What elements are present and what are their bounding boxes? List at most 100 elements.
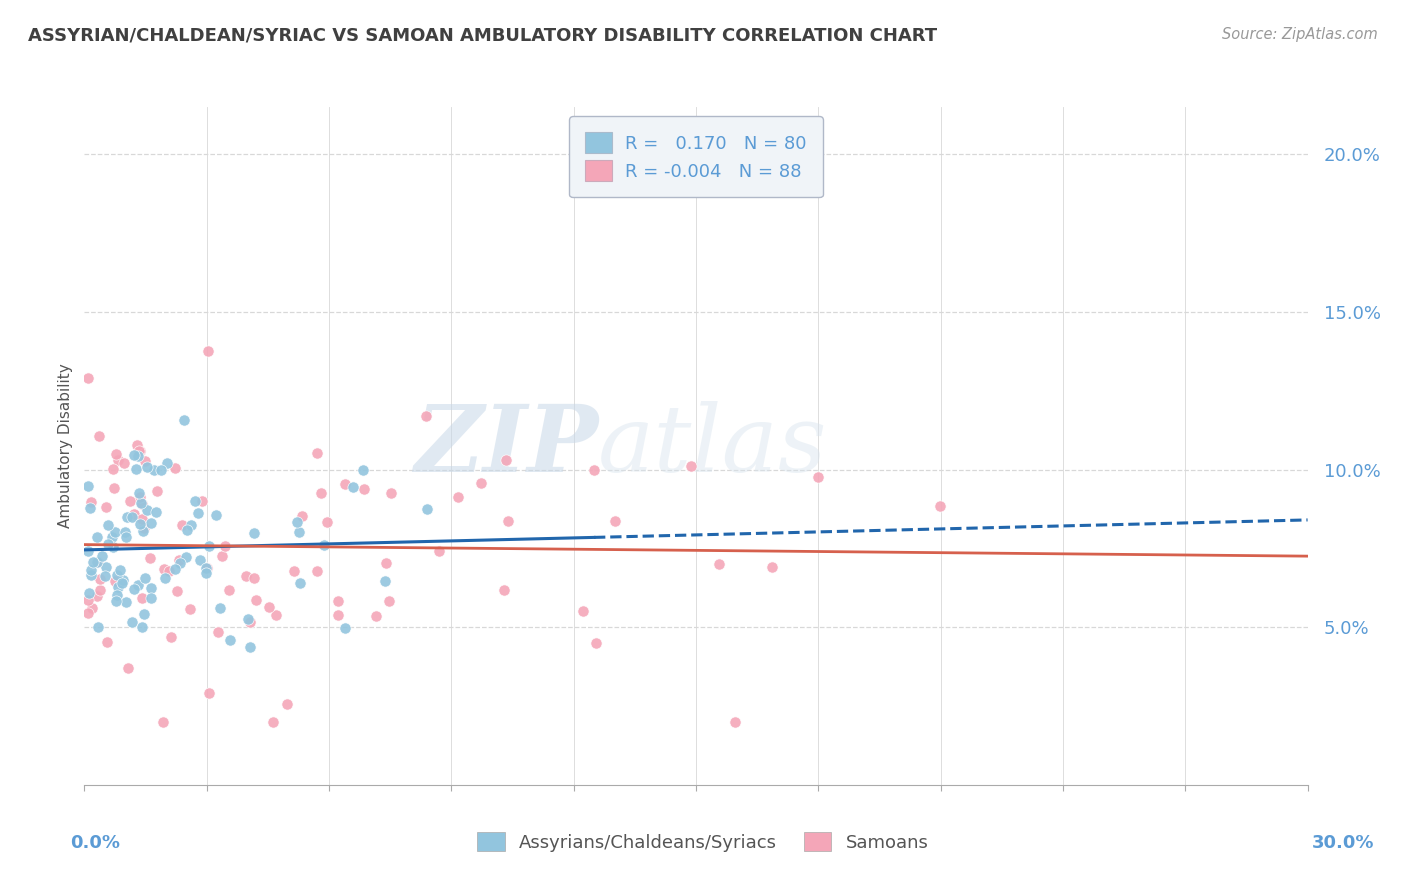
Point — [188, 553, 211, 567]
Point — [149, 462, 172, 476]
Point — [86, 530, 108, 544]
Point — [198, 686, 221, 700]
Point — [380, 486, 402, 500]
Point — [197, 344, 219, 359]
Point — [605, 514, 627, 528]
Point — [288, 576, 311, 591]
Point — [218, 583, 240, 598]
Point — [928, 500, 950, 514]
Point — [127, 578, 149, 592]
Point — [257, 600, 280, 615]
Point — [77, 606, 100, 620]
Point — [107, 453, 129, 467]
Point — [103, 540, 125, 554]
Point — [111, 576, 134, 591]
Legend: R =   0.170   N = 80, R = -0.004   N = 88: R = 0.170 N = 80, R = -0.004 N = 88 — [569, 116, 823, 197]
Point — [125, 438, 148, 452]
Point — [94, 560, 117, 574]
Point — [236, 612, 259, 626]
Point — [194, 560, 217, 574]
Point — [342, 480, 364, 494]
Point — [496, 514, 519, 528]
Point — [135, 460, 157, 475]
Point — [219, 632, 242, 647]
Point — [328, 594, 350, 608]
Point — [571, 604, 593, 618]
Point — [86, 620, 108, 634]
Point — [104, 574, 127, 588]
Point — [245, 593, 267, 607]
Point — [187, 506, 209, 520]
Point — [139, 551, 162, 566]
Point — [120, 494, 142, 508]
Point — [214, 539, 236, 553]
Point — [112, 573, 135, 587]
Point — [166, 583, 188, 598]
Point — [117, 510, 139, 524]
Point — [173, 413, 195, 427]
Point — [184, 494, 207, 508]
Point — [176, 549, 198, 564]
Point — [77, 479, 100, 493]
Point — [96, 634, 118, 648]
Point — [378, 594, 401, 608]
Point — [242, 525, 264, 540]
Text: 30.0%: 30.0% — [1312, 834, 1374, 852]
Point — [135, 503, 157, 517]
Point — [353, 462, 375, 476]
Point — [209, 600, 232, 615]
Point — [115, 530, 138, 544]
Point — [198, 540, 221, 554]
Point — [724, 714, 747, 729]
Point — [142, 463, 165, 477]
Point — [163, 562, 186, 576]
Point — [315, 515, 337, 529]
Point — [108, 563, 131, 577]
Point — [77, 544, 100, 558]
Point — [180, 518, 202, 533]
Point — [79, 501, 101, 516]
Point — [131, 498, 153, 512]
Point — [97, 518, 120, 533]
Point — [495, 452, 517, 467]
Point — [131, 512, 153, 526]
Point — [114, 524, 136, 539]
Point — [242, 571, 264, 585]
Point — [77, 586, 100, 600]
Point — [77, 593, 100, 607]
Point — [585, 636, 607, 650]
Point — [176, 523, 198, 537]
Point — [415, 502, 437, 516]
Point — [87, 429, 110, 443]
Point — [86, 555, 108, 569]
Point — [127, 449, 149, 463]
Point — [132, 520, 155, 534]
Point — [77, 371, 100, 385]
Point — [761, 559, 783, 574]
Point — [134, 453, 156, 467]
Point — [283, 565, 305, 579]
Point — [681, 458, 703, 473]
Point — [131, 591, 153, 606]
Point — [124, 507, 146, 521]
Point — [117, 661, 139, 675]
Point — [139, 582, 162, 596]
Point — [415, 409, 437, 423]
Point — [128, 444, 150, 458]
Point — [139, 516, 162, 531]
Point — [128, 490, 150, 504]
Point — [179, 602, 201, 616]
Point — [263, 714, 285, 729]
Point — [169, 553, 191, 567]
Point — [94, 568, 117, 582]
Point — [264, 607, 287, 622]
Point — [333, 621, 356, 635]
Point — [152, 714, 174, 729]
Point — [131, 619, 153, 633]
Point — [470, 476, 492, 491]
Point — [156, 456, 179, 470]
Point — [190, 493, 212, 508]
Point — [207, 624, 229, 639]
Point — [305, 564, 328, 578]
Point — [121, 615, 143, 629]
